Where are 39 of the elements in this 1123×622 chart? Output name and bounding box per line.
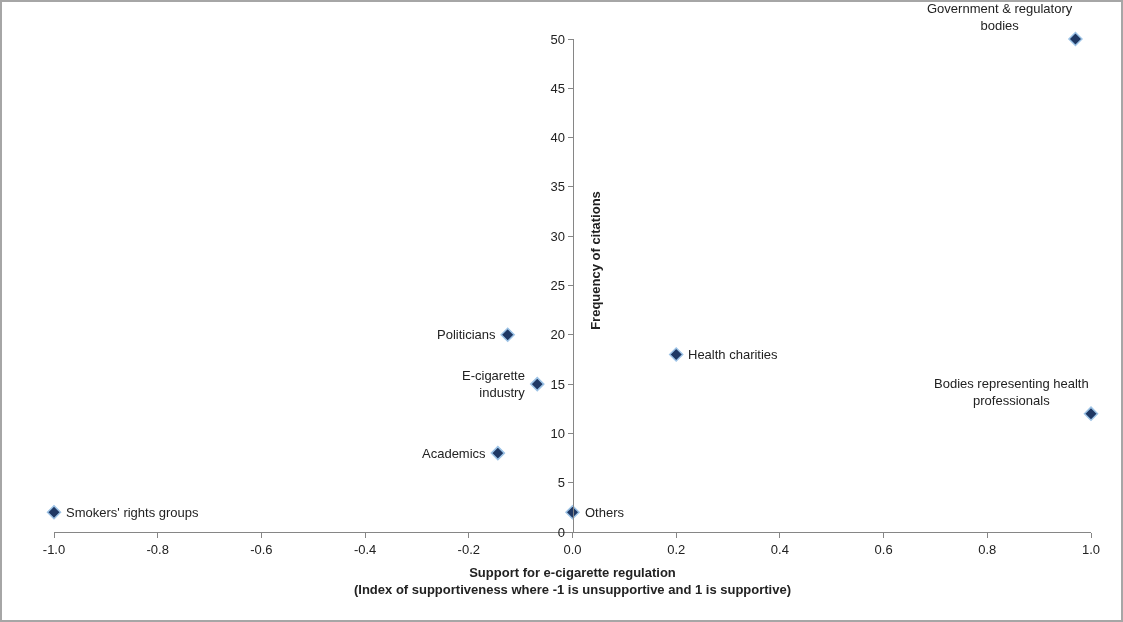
point xyxy=(529,376,545,392)
y-tick-label: 25 xyxy=(550,278,565,294)
x-tick-label: 1.0 xyxy=(1081,541,1101,557)
annotation: Others xyxy=(585,505,625,520)
y-tick-label: 15 xyxy=(550,376,565,392)
annotation: E-cigarette industry xyxy=(462,368,526,400)
x-tick-label: -0.2 xyxy=(457,541,480,557)
x-tick-label: 0.4 xyxy=(770,541,789,557)
point xyxy=(500,327,515,343)
x-tick-label: -0.6 xyxy=(250,541,273,557)
point xyxy=(1068,31,1083,47)
annotation: Smokers' rights groups xyxy=(66,505,200,520)
point xyxy=(1083,406,1099,421)
point xyxy=(668,347,684,362)
x-tick-label: 0.6 xyxy=(874,541,893,557)
y-tick-label: 30 xyxy=(550,228,565,244)
annotation: Bodies representing health professionals xyxy=(934,376,1089,408)
x-tick-label: -1.0 xyxy=(42,541,66,557)
annotation: Academics xyxy=(422,446,487,461)
y-tick-label: 45 xyxy=(550,80,565,96)
x-tick-label: -0.4 xyxy=(353,541,377,557)
y-tick-label: 20 xyxy=(550,327,565,343)
y-axis-title: Frequency of citations xyxy=(588,191,604,330)
x-tick-label: 0.0 xyxy=(563,541,582,557)
annotation: Government & regulatory bodies xyxy=(927,1,1073,33)
y-tick-label: 10 xyxy=(550,425,565,441)
point xyxy=(46,505,62,520)
x-tick-label: -0.8 xyxy=(146,541,169,557)
y-tick-label: 35 xyxy=(550,179,565,195)
x-axis-title: Support for e-cigarette regulation (Index of supportiveness where -1 is unsupportive and 1 is supportive) xyxy=(353,565,792,598)
x-tick-label: 0.8 xyxy=(978,541,997,557)
x-tick-label: 0.2 xyxy=(667,541,686,557)
y-tick-label: 50 xyxy=(550,31,565,47)
y-tick-label: 40 xyxy=(550,130,565,146)
point xyxy=(490,445,506,461)
y-tick-label: 0 xyxy=(557,524,565,540)
y-tick-label: 5 xyxy=(557,475,565,491)
annotation: Health charities xyxy=(688,347,779,362)
annotation: Politicians xyxy=(437,327,497,342)
